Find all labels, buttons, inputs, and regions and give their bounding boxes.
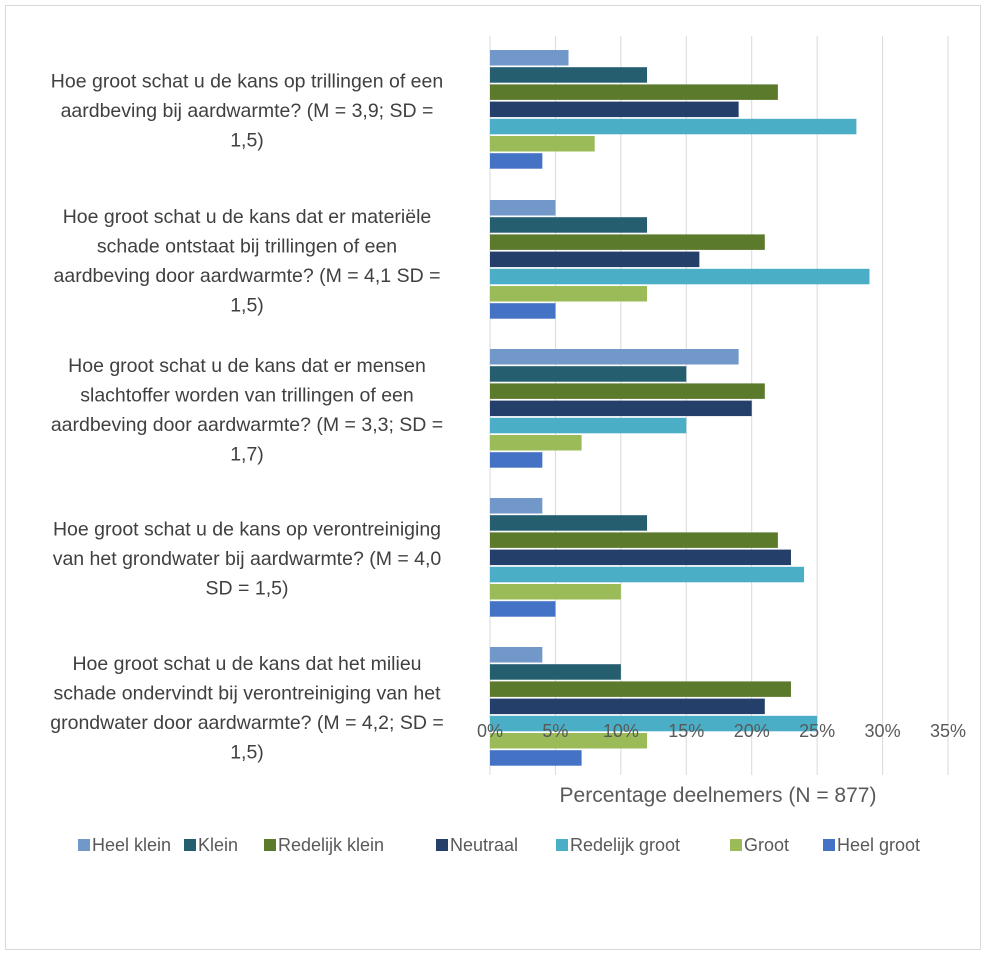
legend-label-neutraal: Neutraal: [450, 835, 518, 855]
legend-label-klein: Klein: [198, 835, 238, 855]
bar-q1-groot: [490, 136, 595, 152]
category-label-3-line-4: 1,7): [230, 443, 264, 465]
x-tick-label-3: 15%: [668, 721, 704, 741]
legend-label-redelijk-groot: Redelijk groot: [570, 835, 680, 855]
x-axis-title: Percentage deelnemers (N = 877): [560, 784, 877, 807]
x-tick-labels: 0% 5% 10% 15% 20% 25% 30% 35%: [477, 721, 966, 741]
legend-label-redelijk-klein: Redelijk klein: [278, 835, 384, 855]
bar-q3-heel-klein: [490, 349, 739, 365]
category-label-5-line-3: grondwater door aardwarmte? (M = 4,2; SD…: [50, 712, 443, 734]
legend-swatch-groot: [730, 839, 742, 851]
category-label-1: Hoe groot schat u de kans op trillingen …: [51, 71, 443, 152]
bar-q1-klein: [490, 67, 648, 83]
bar-q1-heel-klein: [490, 50, 569, 66]
x-tick-label-1: 5%: [542, 721, 568, 741]
category-label-5-line-1: Hoe groot schat u de kans dat het milieu: [72, 653, 421, 675]
category-label-2-line-2: schade ontstaat bij trillingen of een: [97, 235, 397, 257]
bar-q3-groot: [490, 435, 582, 451]
bar-q3-klein: [490, 366, 687, 382]
x-tick-label-2: 10%: [603, 721, 639, 741]
x-tick-label-7: 35%: [930, 721, 966, 741]
category-label-3-line-1: Hoe groot schat u de kans dat er mensen: [68, 355, 426, 377]
bar-q1-heel-groot: [490, 153, 543, 169]
category-label-4-line-1: Hoe groot schat u de kans op verontreini…: [53, 519, 441, 541]
category-label-2: Hoe groot schat u de kans dat er materië…: [54, 206, 441, 317]
bar-q5-redelijk-klein: [490, 681, 791, 697]
x-tick-label-4: 20%: [734, 721, 770, 741]
category-label-4-line-3: SD = 1,5): [206, 578, 289, 600]
bar-q5-neutraal: [490, 698, 765, 715]
category-label-3-line-3: aardbeving door aardwarmte? (M = 3,3; SD…: [51, 414, 443, 436]
category-label-4-line-2: van het grondwater bij aardwarmte? (M = …: [53, 548, 442, 570]
legend-label-heel-groot: Heel groot: [837, 835, 920, 855]
bar-q2-heel-klein: [490, 200, 556, 216]
bar-q2-neutraal: [490, 251, 700, 268]
bar-q2-groot: [490, 286, 648, 302]
x-tick-label-6: 30%: [865, 721, 901, 741]
legend-swatch-redelijk-groot: [556, 839, 568, 851]
bar-q1-redelijk-klein: [490, 84, 778, 100]
bar-q5-heel-klein: [490, 647, 543, 663]
bar-q1-neutraal: [490, 101, 739, 118]
category-label-5: Hoe groot schat u de kans dat het milieu…: [50, 653, 443, 764]
x-tick-label-0: 0%: [477, 721, 503, 741]
category-labels: Hoe groot schat u de kans op trillingen …: [50, 71, 443, 764]
legend-swatch-klein: [184, 839, 196, 851]
legend-swatch-redelijk-klein: [264, 839, 276, 851]
legend-label-heel-klein: Heel klein: [92, 835, 171, 855]
legend-swatch-heel-groot: [823, 839, 835, 851]
bar-q4-redelijk-groot: [490, 566, 805, 583]
legend-swatch-neutraal: [436, 839, 448, 851]
bar-q3-heel-groot: [490, 452, 543, 468]
bar-q4-neutraal: [490, 549, 791, 566]
category-label-1-line-2: aardbeving bij aardwarmte? (M = 3,9; SD …: [61, 100, 434, 122]
category-label-5-line-4: 1,5): [230, 741, 264, 763]
bar-q2-redelijk-groot: [490, 268, 870, 285]
category-label-4: Hoe groot schat u de kans op verontreini…: [53, 519, 442, 600]
bar-q2-heel-groot: [490, 303, 556, 319]
bar-q5-redelijk-groot: [490, 715, 818, 732]
bar-q4-klein: [490, 515, 648, 531]
category-label-3: Hoe groot schat u de kans dat er mensen s…: [51, 355, 443, 466]
bar-q3-redelijk-groot: [490, 417, 687, 434]
bar-q5-heel-groot: [490, 750, 582, 766]
bar-q4-heel-klein: [490, 498, 543, 514]
bar-q3-neutraal: [490, 400, 752, 417]
category-label-1-line-1: Hoe groot schat u de kans op trillingen …: [51, 71, 443, 93]
bar-q2-klein: [490, 217, 648, 233]
bar-q4-heel-groot: [490, 601, 556, 617]
bar-q4-groot: [490, 584, 621, 600]
legend-swatch-heel-klein: [78, 839, 90, 851]
category-label-5-line-2: schade ondervindt bij verontreiniging va…: [53, 682, 441, 704]
x-tick-label-5: 25%: [799, 721, 835, 741]
bar-q4-redelijk-klein: [490, 532, 778, 548]
bar-q2-redelijk-klein: [490, 234, 765, 250]
legend: Heel klein Klein Redelijk klein Neutraal Red…: [78, 835, 920, 855]
category-label-2-line-1: Hoe groot schat u de kans dat er materië…: [63, 206, 432, 228]
bar-q3-redelijk-klein: [490, 383, 765, 399]
legend-label-groot: Groot: [744, 835, 789, 855]
category-label-1-line-3: 1,5): [230, 130, 264, 152]
category-label-2-line-3: aardbeving door aardwarmte? (M = 4,1 SD …: [54, 265, 441, 287]
bar-q5-klein: [490, 664, 621, 680]
bars: [490, 50, 870, 766]
bar-q5-groot: [490, 733, 648, 749]
category-label-2-line-4: 1,5): [230, 294, 264, 316]
category-label-3-line-2: slachtoffer worden van trillingen of een: [80, 384, 414, 406]
bar-q1-redelijk-groot: [490, 118, 857, 135]
